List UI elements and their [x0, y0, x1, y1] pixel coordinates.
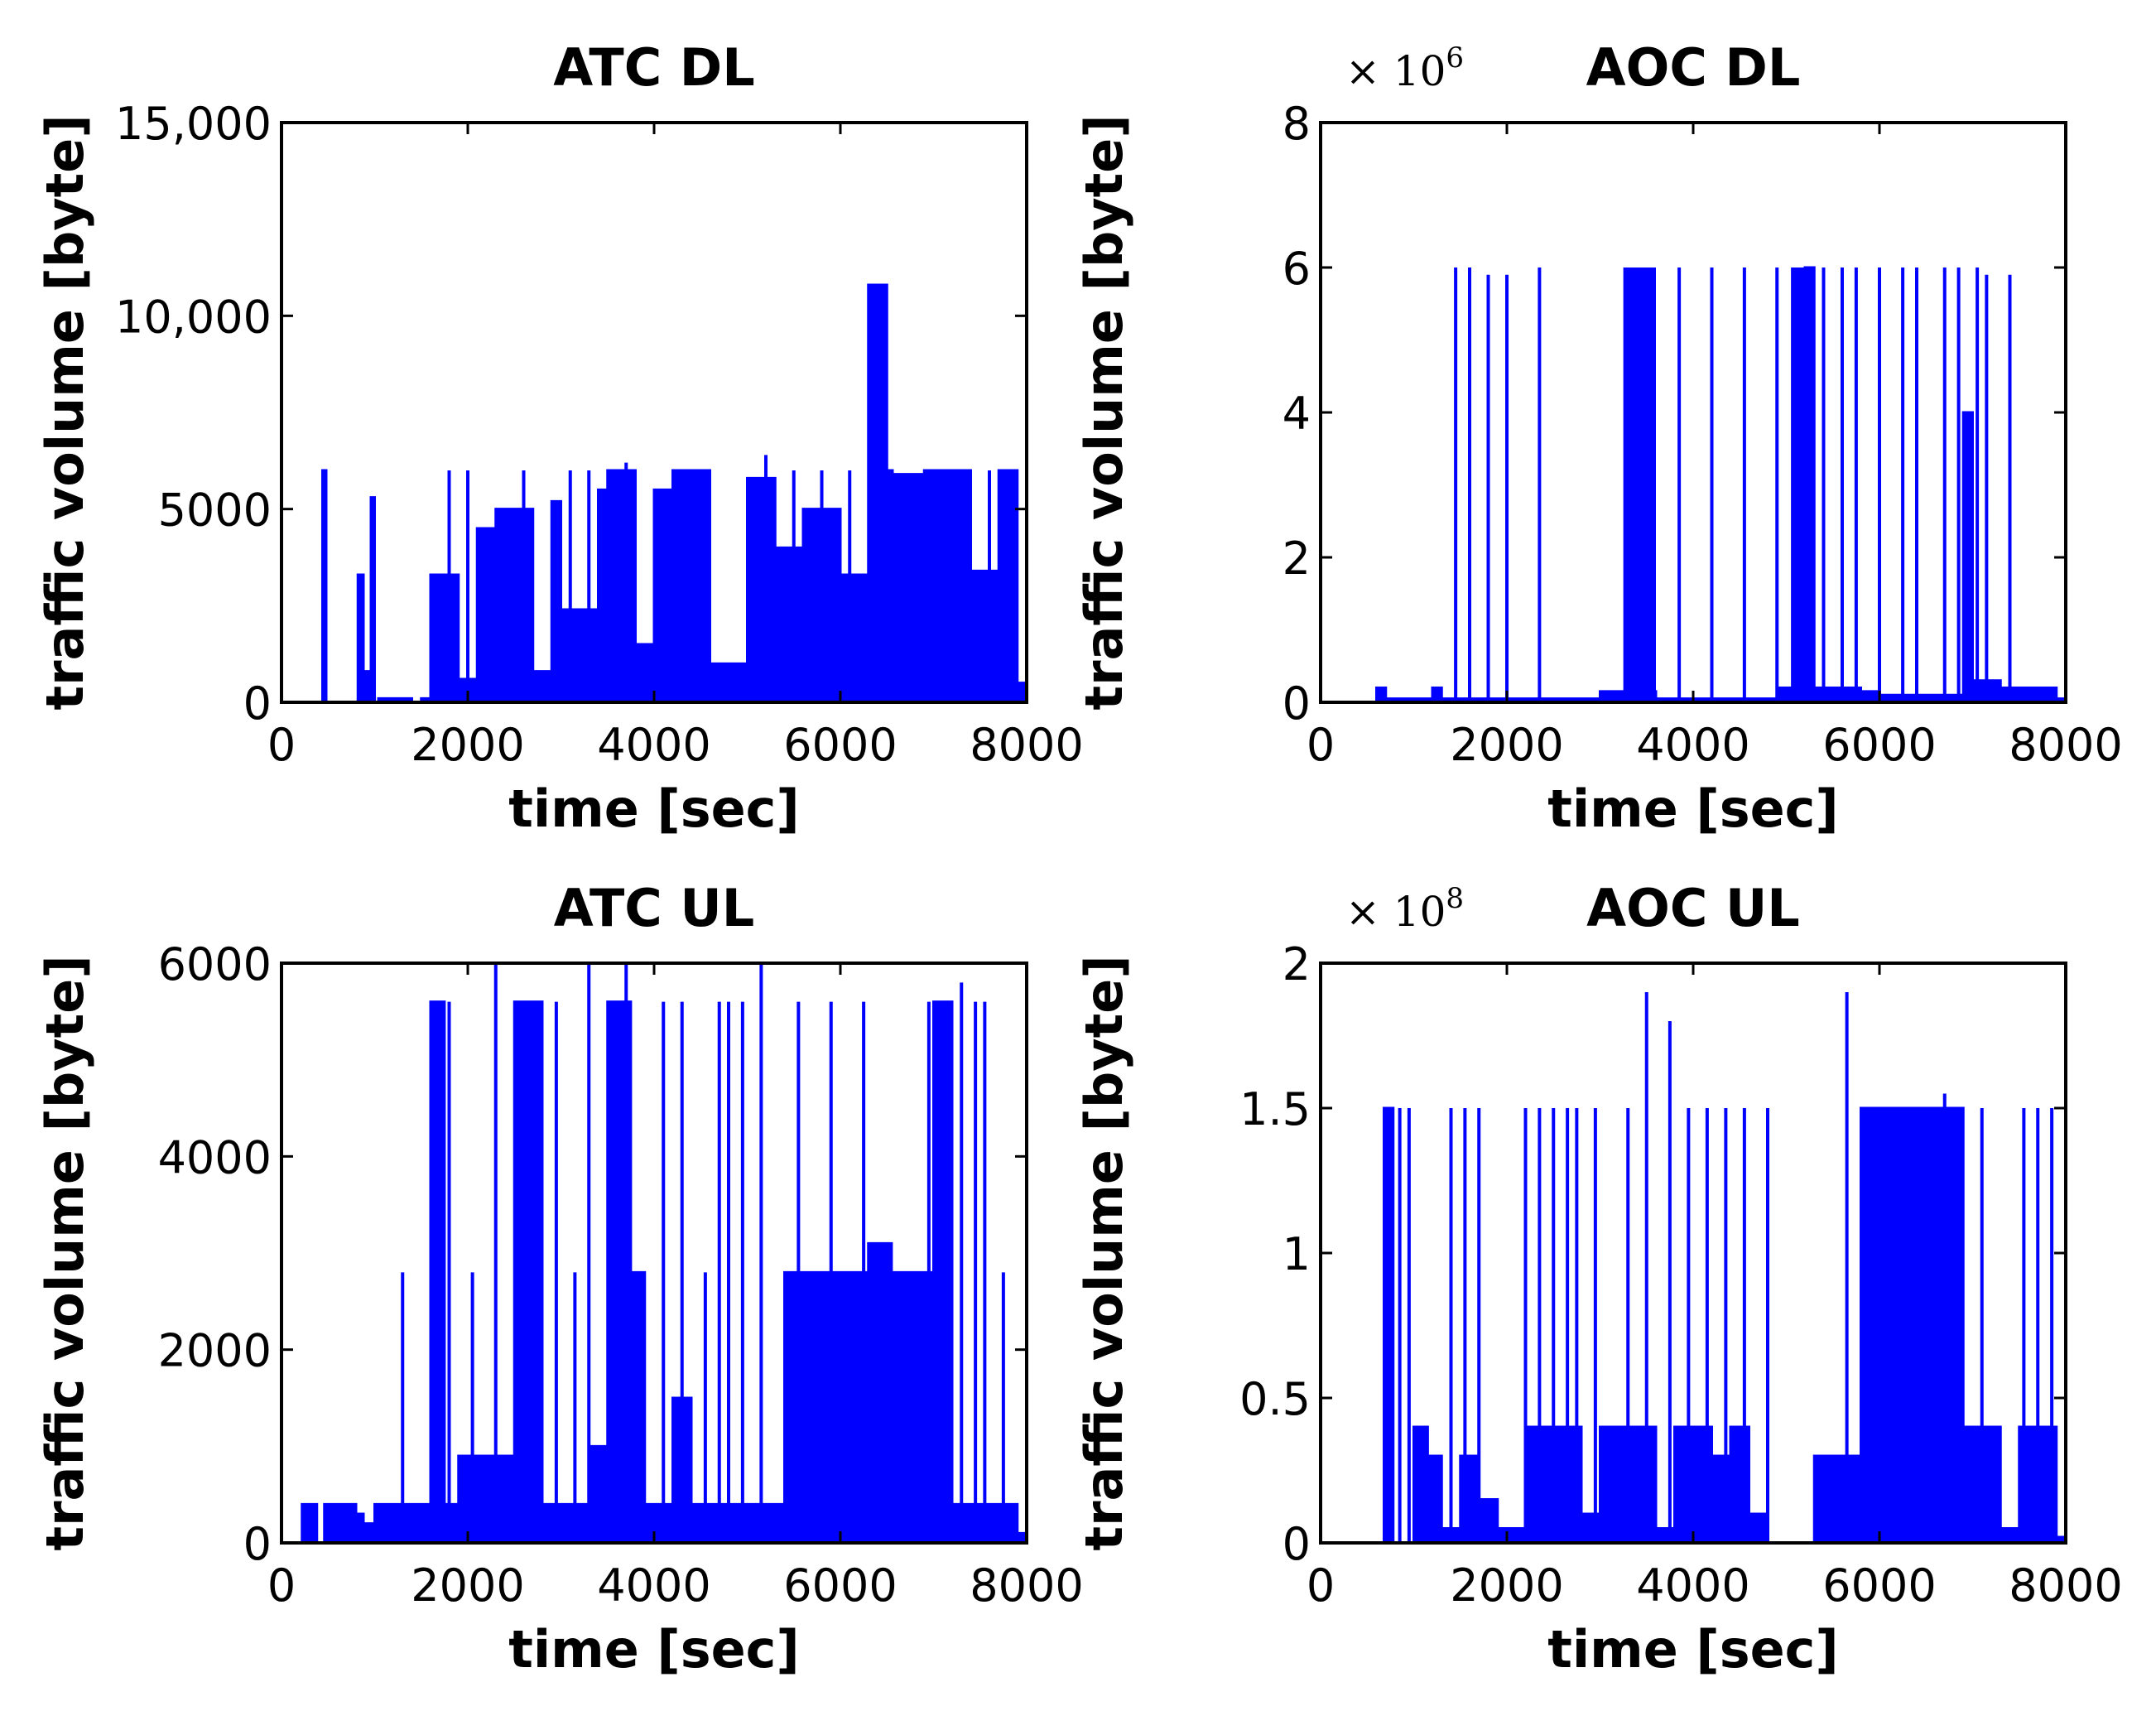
y-tick-label: 2 — [1283, 533, 1311, 585]
x-tick-label: 8000 — [2009, 1559, 2122, 1612]
x-tick-label: 2000 — [1450, 719, 1563, 771]
y-axis-label: traffic volume [byte] — [35, 114, 95, 710]
y-tick-label: 4 — [1283, 388, 1311, 440]
y-tick-label: 15,000 — [115, 98, 272, 150]
panel-aoc-ul: AOC UL × 108 0 2000 4000 6000 8000 0 0.5 1 1.5 2 tim… — [1074, 878, 2123, 1680]
y-tick-label: 0.5 — [1239, 1373, 1311, 1425]
chart-title: ATC UL — [554, 878, 754, 938]
series-trace-atc-ul-traffic — [282, 1000, 1028, 1545]
y-tick-label: 0 — [243, 1518, 272, 1570]
chart-title: AOC DL — [1586, 37, 1801, 98]
x-axis-label: time [sec] — [1547, 1619, 1839, 1680]
y-axis-label: traffic volume [byte] — [35, 955, 95, 1550]
y-tick-label: 8 — [1283, 98, 1311, 150]
panel-atc-ul: ATC UL 0 2000 4000 6000 8000 0 2000 4000 6000 time… — [35, 878, 1084, 1680]
axis-multiplier: × 106 — [1345, 41, 1464, 95]
x-tick-label: 4000 — [597, 1559, 710, 1612]
y-tick-label: 0 — [1283, 1518, 1311, 1570]
x-tick-label: 0 — [267, 719, 296, 771]
dense-region-1 — [1791, 267, 1812, 702]
x-tick-label: 0 — [1307, 719, 1335, 771]
x-tick-label: 6000 — [783, 719, 897, 771]
y-axis-label: traffic volume [byte] — [1074, 114, 1134, 710]
y-tick-label: 10,000 — [115, 291, 272, 343]
y-tick-label: 0 — [1283, 677, 1311, 730]
x-tick-label: 4000 — [1636, 1559, 1749, 1612]
x-tick-label: 6000 — [1822, 719, 1936, 771]
x-tick-label: 8000 — [970, 719, 1083, 771]
series-trace-atc-dl-traffic — [282, 283, 1028, 704]
plot-frame — [1319, 121, 2067, 704]
x-axis-label: time [sec] — [508, 1619, 800, 1680]
y-tick-label: 2 — [1283, 938, 1311, 990]
x-tick-label: 6000 — [1822, 1559, 1936, 1612]
y-tick-label: 1.5 — [1239, 1083, 1311, 1135]
dense-region-0 — [1623, 267, 1656, 702]
panel-aoc-dl: AOC DL × 106 0 2000 4000 6000 8000 0 2 4 6 8 time [s… — [1074, 37, 2123, 839]
y-tick-label: 2000 — [158, 1325, 272, 1377]
y-tick-label: 6000 — [158, 938, 272, 990]
series-trace-aoc-dl-traffic — [1321, 266, 2067, 704]
axis-multiplier: × 108 — [1345, 882, 1464, 936]
x-tick-label: 0 — [1307, 1559, 1335, 1612]
chart-title: ATC DL — [553, 37, 755, 98]
y-tick-label: 5000 — [158, 484, 272, 537]
chart-title: AOC UL — [1586, 878, 1800, 938]
y-axis-label: traffic volume [byte] — [1074, 955, 1134, 1550]
y-tick-label: 0 — [243, 677, 272, 730]
y-tick-label: 1 — [1283, 1228, 1311, 1280]
panel-atc-dl: ATC DL 0 2000 4000 6000 8000 0 5000 10,000 15,000… — [35, 37, 1084, 839]
x-tick-label: 4000 — [1636, 719, 1749, 771]
x-axis-label: time [sec] — [508, 778, 800, 839]
x-tick-label: 2000 — [1450, 1559, 1563, 1612]
x-tick-label: 0 — [267, 1559, 296, 1612]
x-tick-label: 4000 — [597, 719, 710, 771]
x-axis-label: time [sec] — [1547, 778, 1839, 839]
y-tick-label: 6 — [1283, 243, 1311, 295]
x-tick-label: 2000 — [411, 1559, 524, 1612]
x-tick-label: 2000 — [411, 719, 524, 771]
x-tick-label: 6000 — [783, 1559, 897, 1612]
y-tick-label: 4000 — [158, 1131, 272, 1183]
series-trace-aoc-ul-traffic — [1321, 1106, 2067, 1545]
x-tick-label: 8000 — [970, 1559, 1083, 1612]
x-tick-label: 8000 — [2009, 719, 2122, 771]
